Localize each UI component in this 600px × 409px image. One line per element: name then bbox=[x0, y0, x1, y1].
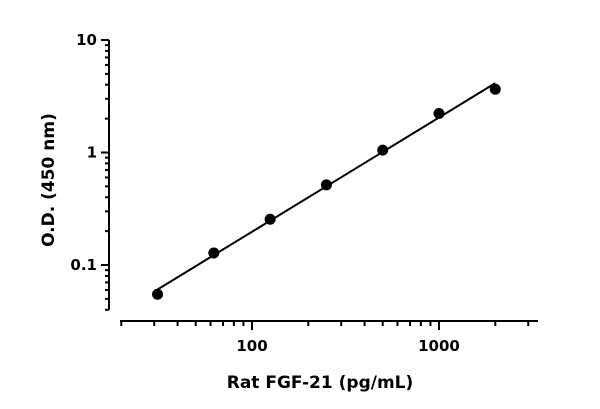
data-point bbox=[264, 213, 276, 225]
axes: 0.1 1 10 100 1000 bbox=[70, 31, 538, 355]
data-point bbox=[377, 144, 389, 156]
x-tick-label: 1000 bbox=[418, 337, 460, 355]
x-axis-title: Rat FGF-21 (pg/mL) bbox=[227, 373, 414, 393]
data-point bbox=[320, 179, 332, 191]
x-tick-label: 100 bbox=[236, 337, 267, 355]
y-axis-ticks: 0.1 1 10 bbox=[70, 31, 109, 311]
y-tick-label: 0.1 bbox=[70, 256, 97, 274]
data-point bbox=[489, 83, 501, 95]
y-tick-label: 10 bbox=[76, 31, 97, 49]
data-point bbox=[433, 108, 445, 120]
y-tick-label: 1 bbox=[87, 144, 97, 162]
data-point bbox=[208, 247, 220, 259]
x-axis-ticks: 100 1000 bbox=[120, 321, 530, 355]
data-point bbox=[152, 288, 164, 300]
data-points bbox=[152, 83, 501, 300]
y-axis-title: O.D. (450 nm) bbox=[39, 113, 59, 247]
